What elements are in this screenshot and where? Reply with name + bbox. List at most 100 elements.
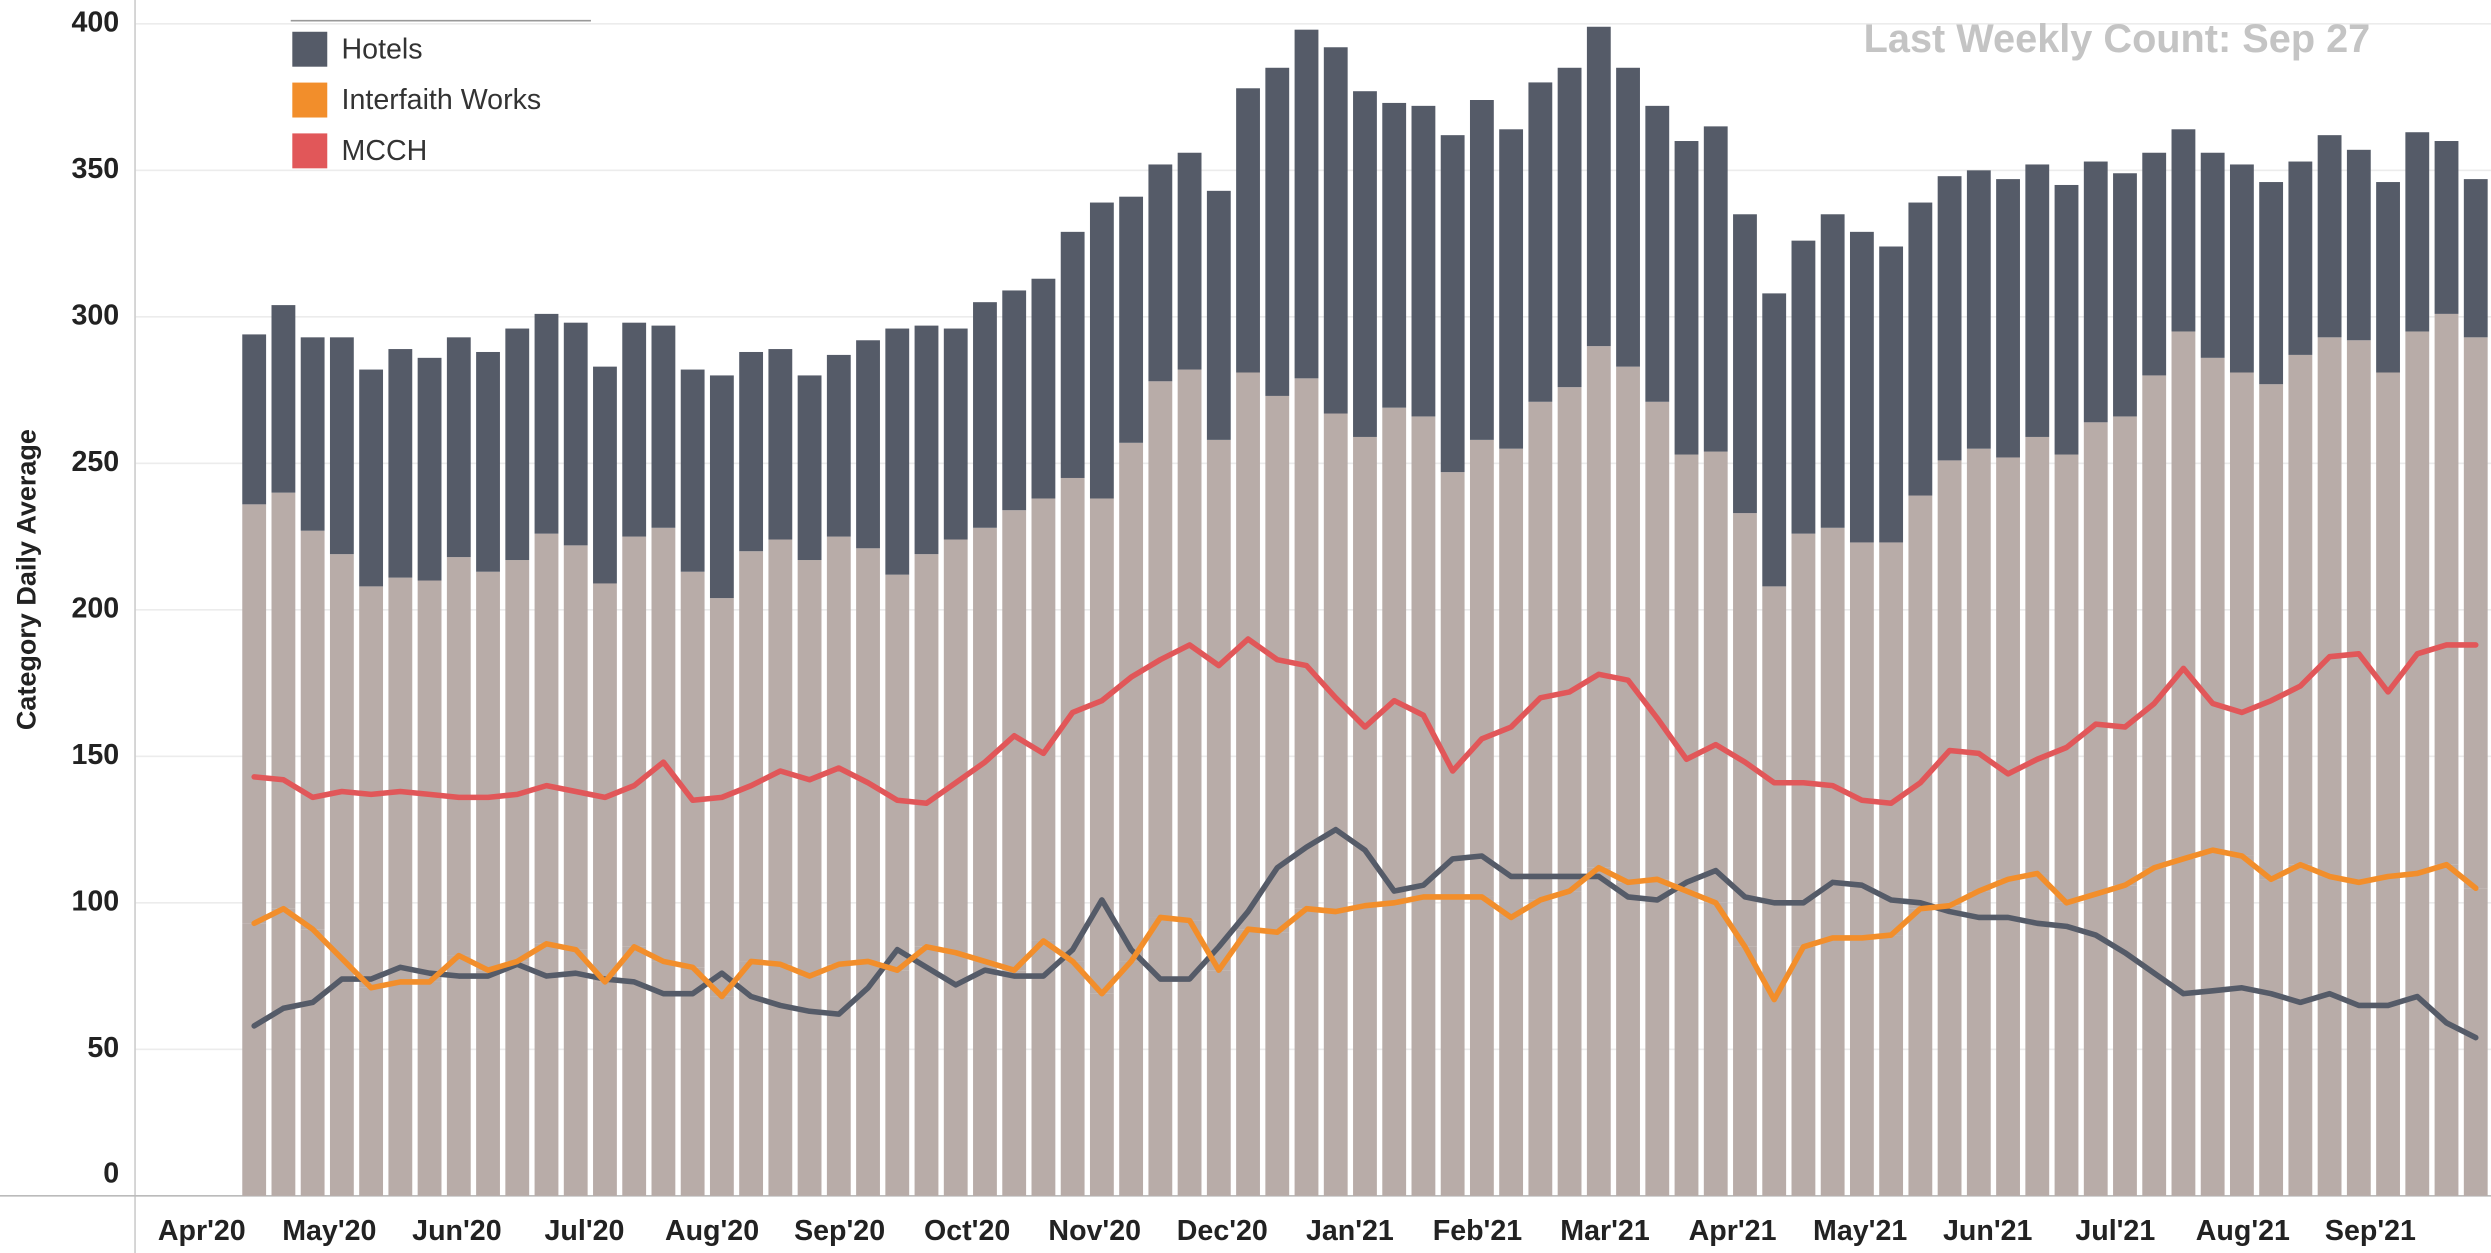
bar-segment	[271, 305, 296, 493]
bar-segment	[593, 366, 617, 584]
bar-segment	[1060, 231, 1085, 478]
bar-segment	[739, 551, 764, 962]
bar-segment	[2259, 182, 2284, 385]
bar-segment	[2434, 864, 2459, 1196]
bar-segment	[1966, 891, 1991, 1196]
x-tick-label: Jun'20	[412, 1215, 501, 1247]
y-tick-label: 100	[71, 885, 119, 917]
bar-segment	[1031, 498, 1056, 941]
x-tick-label: Sep'20	[794, 1215, 885, 1247]
bar-segment	[826, 964, 851, 1196]
x-tick-label: Jul'20	[545, 1215, 625, 1247]
bar-segment	[388, 981, 413, 1196]
line	[251, 636, 2479, 807]
bar-segment	[417, 580, 442, 982]
bar-segment	[1616, 366, 1640, 883]
bar-segment	[885, 328, 910, 575]
y-tick-label: 0	[103, 1158, 119, 1190]
bar-segment	[1411, 416, 1436, 897]
bar-segment	[2376, 876, 2400, 1196]
bar-segment	[271, 492, 296, 909]
bar-segment	[2405, 873, 2430, 1196]
x-tick-label: Apr'21	[1689, 1215, 1777, 1247]
bar-segment	[1879, 935, 1904, 1196]
bar-segment	[1060, 961, 1085, 1196]
bar-segment	[271, 908, 296, 1196]
x-tick-label: Dec'20	[1177, 1215, 1268, 1247]
bar-segment	[1996, 179, 2020, 458]
bar-segment	[680, 369, 705, 572]
bar-segment	[1849, 937, 1874, 1196]
bar-segment	[1616, 882, 1640, 1196]
bar-segment	[2054, 184, 2079, 455]
bar-segment	[1294, 29, 1319, 379]
bar-segment	[534, 533, 559, 944]
bar-segment	[2054, 454, 2079, 903]
bar-segment	[2463, 888, 2488, 1196]
bar-segment	[505, 560, 530, 962]
bar-segment	[2463, 179, 2488, 338]
bar-segment	[2200, 850, 2225, 1196]
bar-segment	[1849, 231, 1874, 543]
bar-segment	[2259, 384, 2284, 880]
bar-segment	[1089, 202, 1114, 499]
bar-segment	[359, 987, 384, 1196]
bar-segment	[534, 313, 559, 534]
bar-segment	[622, 946, 647, 1196]
bar-segment	[2259, 879, 2284, 1196]
bar-segment	[1294, 908, 1319, 1196]
bar-segment	[622, 322, 647, 537]
bar-segment	[1119, 196, 1144, 443]
bar-segment	[1499, 917, 1524, 1196]
bar-segment	[680, 571, 705, 968]
bar-segment	[1440, 896, 1465, 1196]
bar-segment	[1440, 472, 1465, 897]
bar-segment	[242, 334, 267, 505]
bar-segment	[2025, 436, 2050, 874]
bar-segment	[2113, 173, 2137, 417]
bar-segment	[534, 943, 559, 1196]
line	[251, 826, 2479, 1041]
bar-segment	[2083, 894, 2108, 1196]
bar-segment	[388, 349, 413, 578]
bar-segment	[651, 961, 676, 1196]
bar-segment	[1879, 246, 1904, 543]
annotation: Last Weekly Count: Sep 27	[1864, 17, 2371, 61]
y-tick-label: 50	[87, 1032, 119, 1064]
bar-segment	[2200, 357, 2225, 851]
bar-segment	[1645, 401, 1670, 880]
bar-segment	[1265, 932, 1290, 1196]
bar-segment	[505, 328, 530, 561]
bar-segment	[1353, 91, 1377, 437]
y-tick-label: 350	[71, 153, 119, 185]
bar-segment	[1469, 100, 1494, 440]
bar-segment	[1499, 129, 1524, 449]
bar-segment	[2200, 152, 2225, 358]
bar-segment	[1148, 917, 1173, 1196]
bar-segment	[1089, 498, 1114, 994]
y-tick-label: 150	[71, 739, 119, 771]
bar-segment	[417, 981, 442, 1196]
bar-segment	[797, 976, 822, 1196]
bar-segment	[1645, 105, 1670, 402]
bar-segment	[1119, 961, 1144, 1196]
bar-segment	[1791, 240, 1816, 534]
bar-segment	[2288, 161, 2313, 355]
bar-segment	[943, 539, 968, 953]
bar-segment	[2054, 902, 2079, 1196]
bar-segment	[1996, 457, 2020, 880]
bar-segment	[1820, 527, 1845, 938]
bar-segment	[1236, 929, 1260, 1196]
bar-segment	[768, 349, 793, 540]
x-tick-label: Aug'21	[2196, 1215, 2290, 1247]
bar-segment	[885, 574, 910, 971]
x-tick-label: Jul'21	[2075, 1215, 2155, 1247]
bar-segment	[563, 545, 588, 950]
bar-segment	[329, 958, 354, 1196]
bar-segment	[2171, 858, 2196, 1196]
bar-segment	[2405, 331, 2430, 874]
bar-segment	[1382, 407, 1407, 903]
bar-segment	[856, 961, 880, 1196]
legend-label: MCCH	[342, 135, 428, 167]
bar-segment	[1353, 905, 1377, 1196]
